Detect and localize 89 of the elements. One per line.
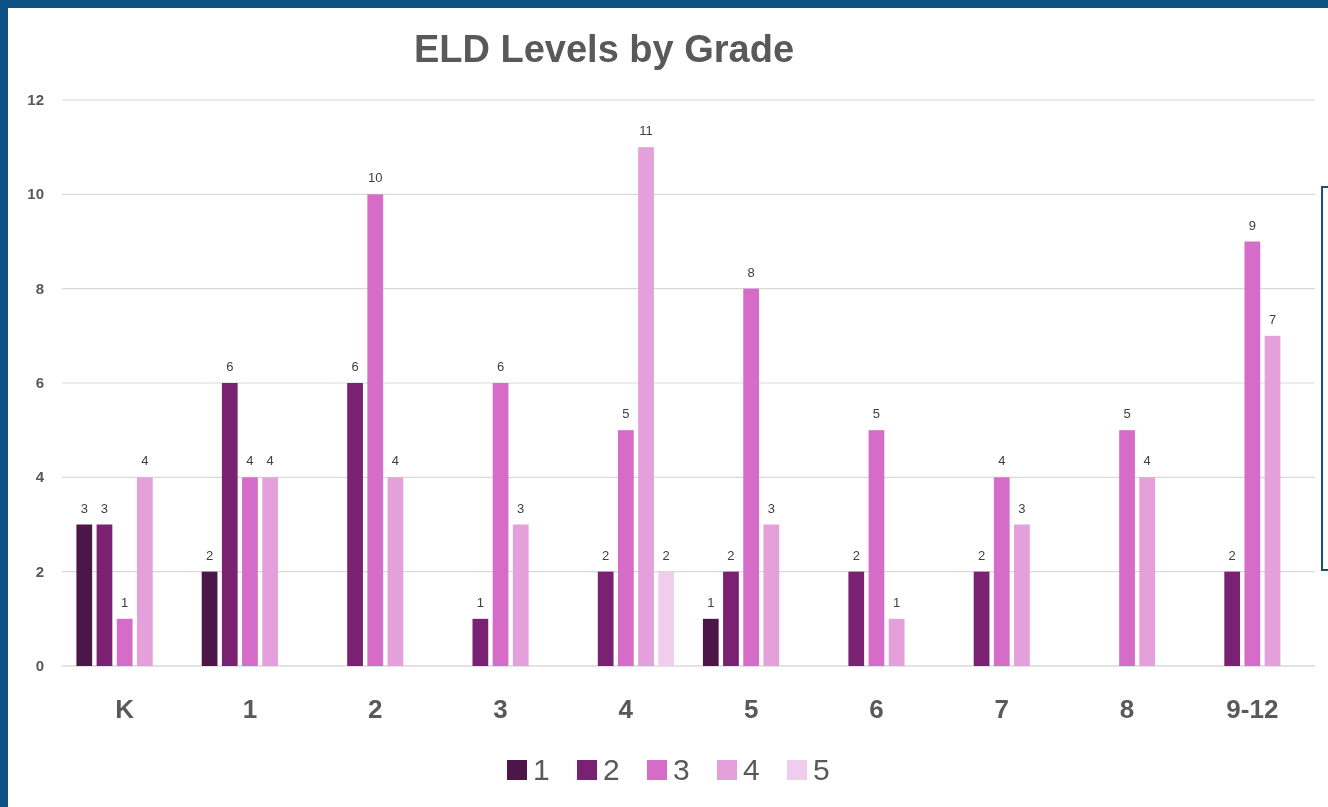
data-label: 6 <box>226 359 234 374</box>
data-label: 6 <box>496 359 505 374</box>
bar <box>1264 335 1281 666</box>
data-label: 3 <box>100 500 109 516</box>
data-label: 10 <box>368 170 383 186</box>
legend-label: 1 <box>533 753 550 786</box>
x-tick-label: K <box>115 694 135 724</box>
x-tick-label: 8 <box>1119 694 1135 724</box>
y-tick-label: 0 <box>35 657 44 674</box>
bar <box>367 194 384 666</box>
data-label: 3 <box>80 500 88 516</box>
bar <box>617 430 634 666</box>
data-label: 2 <box>1228 547 1236 563</box>
legend-label: 4 <box>743 753 760 786</box>
data-label: 4 <box>998 453 1006 469</box>
bar <box>96 524 113 666</box>
bar <box>221 383 238 666</box>
data-label: 4 <box>1143 453 1151 469</box>
x-tick-label: 7 <box>994 694 1009 724</box>
bar <box>116 618 133 666</box>
bar <box>743 288 760 666</box>
bar <box>868 430 885 666</box>
data-label: 2 <box>852 547 860 563</box>
bar <box>658 571 675 666</box>
y-tick-label: 10 <box>27 185 44 203</box>
bar <box>763 524 780 666</box>
data-label: 5 <box>622 406 630 422</box>
data-label: 9 <box>1248 217 1256 233</box>
data-label: 2 <box>205 547 214 563</box>
bar <box>993 477 1010 666</box>
data-label: 3 <box>517 500 525 516</box>
legend-label: 2 <box>603 753 620 786</box>
data-label: 1 <box>893 594 901 610</box>
data-label: 3 <box>767 500 775 516</box>
y-tick-label: 4 <box>35 468 45 486</box>
data-label: 6 <box>351 359 359 374</box>
x-tick-label: 3 <box>493 694 508 724</box>
bar <box>136 477 153 666</box>
data-label: 5 <box>1123 406 1131 422</box>
bar <box>888 618 905 666</box>
bar <box>1244 241 1261 666</box>
data-label: 1 <box>476 594 484 610</box>
legend-label: 5 <box>813 753 830 786</box>
data-label: 3 <box>1018 500 1026 516</box>
bar <box>1014 524 1030 666</box>
bar <box>492 383 509 666</box>
bar <box>702 618 719 666</box>
legend-label: 3 <box>673 753 690 786</box>
bar <box>76 524 93 666</box>
x-tick-label: 4 <box>618 694 634 724</box>
x-tick-label: 2 <box>368 694 383 724</box>
bar <box>242 477 258 666</box>
bar <box>472 618 489 666</box>
data-label: 8 <box>747 264 755 280</box>
data-label: 2 <box>727 547 735 563</box>
chart-title: ELD Levels by Grade <box>413 28 795 70</box>
data-label: 4 <box>391 453 400 469</box>
data-label: 2 <box>602 547 610 563</box>
bar <box>512 524 529 666</box>
x-tick-label: 1 <box>242 694 258 724</box>
bar <box>1119 430 1135 666</box>
data-label: 2 <box>662 547 670 563</box>
data-label: 7 <box>1268 311 1277 327</box>
data-label: 1 <box>707 594 715 610</box>
bar <box>201 571 218 666</box>
bar <box>1224 571 1241 666</box>
bar <box>262 477 279 666</box>
bar <box>1139 477 1156 666</box>
bar <box>973 571 990 666</box>
data-label: 4 <box>266 453 274 469</box>
x-tick-label: 6 <box>869 694 884 724</box>
data-label: 5 <box>872 406 881 422</box>
x-tick-label: 5 <box>743 694 759 724</box>
bar <box>723 571 739 666</box>
y-tick-label: 6 <box>35 374 44 391</box>
y-tick-label: 12 <box>27 91 44 108</box>
bar <box>387 477 404 666</box>
bar <box>638 147 654 666</box>
data-label: 11 <box>639 123 653 139</box>
data-label: 1 <box>121 594 129 610</box>
x-tick-label: 9-12 <box>1226 694 1279 724</box>
data-label: 4 <box>141 453 149 469</box>
data-label: 2 <box>977 547 986 563</box>
bar <box>597 571 614 666</box>
y-tick-label: 8 <box>35 279 44 297</box>
bar <box>347 383 363 666</box>
y-tick-label: 2 <box>35 562 44 580</box>
data-label: 4 <box>246 453 254 469</box>
bar <box>848 571 865 666</box>
